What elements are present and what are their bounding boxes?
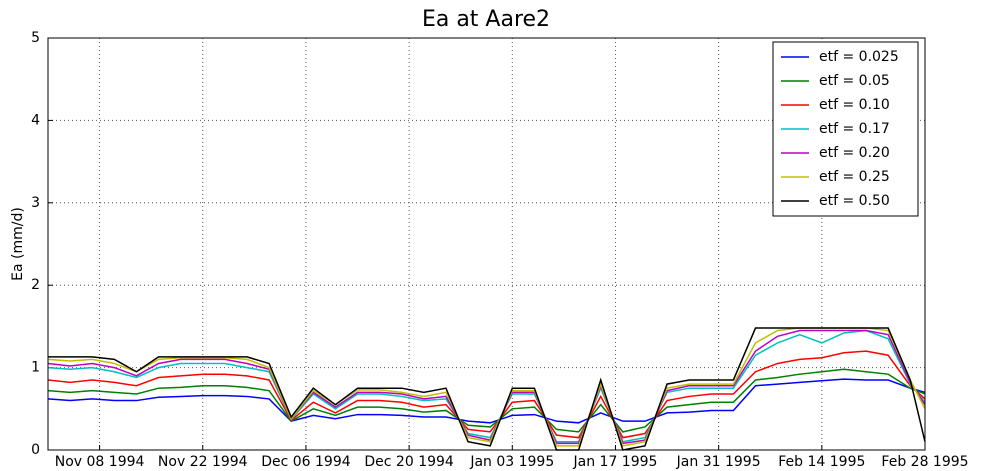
y-tick-label: 4 — [31, 112, 40, 128]
x-tick-label: Jan 17 1995 — [573, 454, 658, 470]
y-tick-label: 3 — [31, 195, 40, 211]
series-line — [47, 368, 926, 433]
y-tick-label: 2 — [31, 277, 40, 293]
x-tick-label: Feb 14 1995 — [778, 454, 865, 470]
x-tick-label: Nov 08 1994 — [55, 454, 145, 470]
x-tick-label: Dec 06 1994 — [261, 454, 351, 470]
series-line — [47, 327, 926, 447]
legend-label: etf = 0.05 — [819, 73, 890, 89]
x-tick-label: Jan 31 1995 — [676, 454, 761, 470]
series-line — [48, 327, 926, 451]
series-line — [47, 378, 926, 424]
series-line — [47, 350, 926, 439]
legend-label: etf = 0.50 — [819, 193, 890, 209]
legend-label: etf = 0.25 — [819, 169, 890, 185]
x-tick-label: Nov 22 1994 — [158, 454, 248, 470]
y-tick-label: 1 — [31, 360, 40, 376]
y-tick-label: 5 — [31, 30, 40, 46]
legend-label: etf = 0.20 — [819, 145, 890, 161]
chart-title: Ea at Aare2 — [422, 7, 550, 32]
legend-label: etf = 0.10 — [819, 97, 890, 113]
x-tick-label: Feb 28 1995 — [881, 454, 968, 470]
plot-frame — [47, 37, 926, 451]
x-tick-label: Dec 20 1994 — [364, 454, 454, 470]
y-axis-label: Ea (mm/d) — [10, 207, 26, 281]
x-tick-label: Jan 03 1995 — [469, 454, 554, 470]
legend-label: etf = 0.17 — [819, 121, 890, 137]
y-tick-label: 0 — [31, 442, 40, 458]
legend-label: etf = 0.025 — [819, 49, 899, 65]
series-line — [47, 329, 926, 443]
